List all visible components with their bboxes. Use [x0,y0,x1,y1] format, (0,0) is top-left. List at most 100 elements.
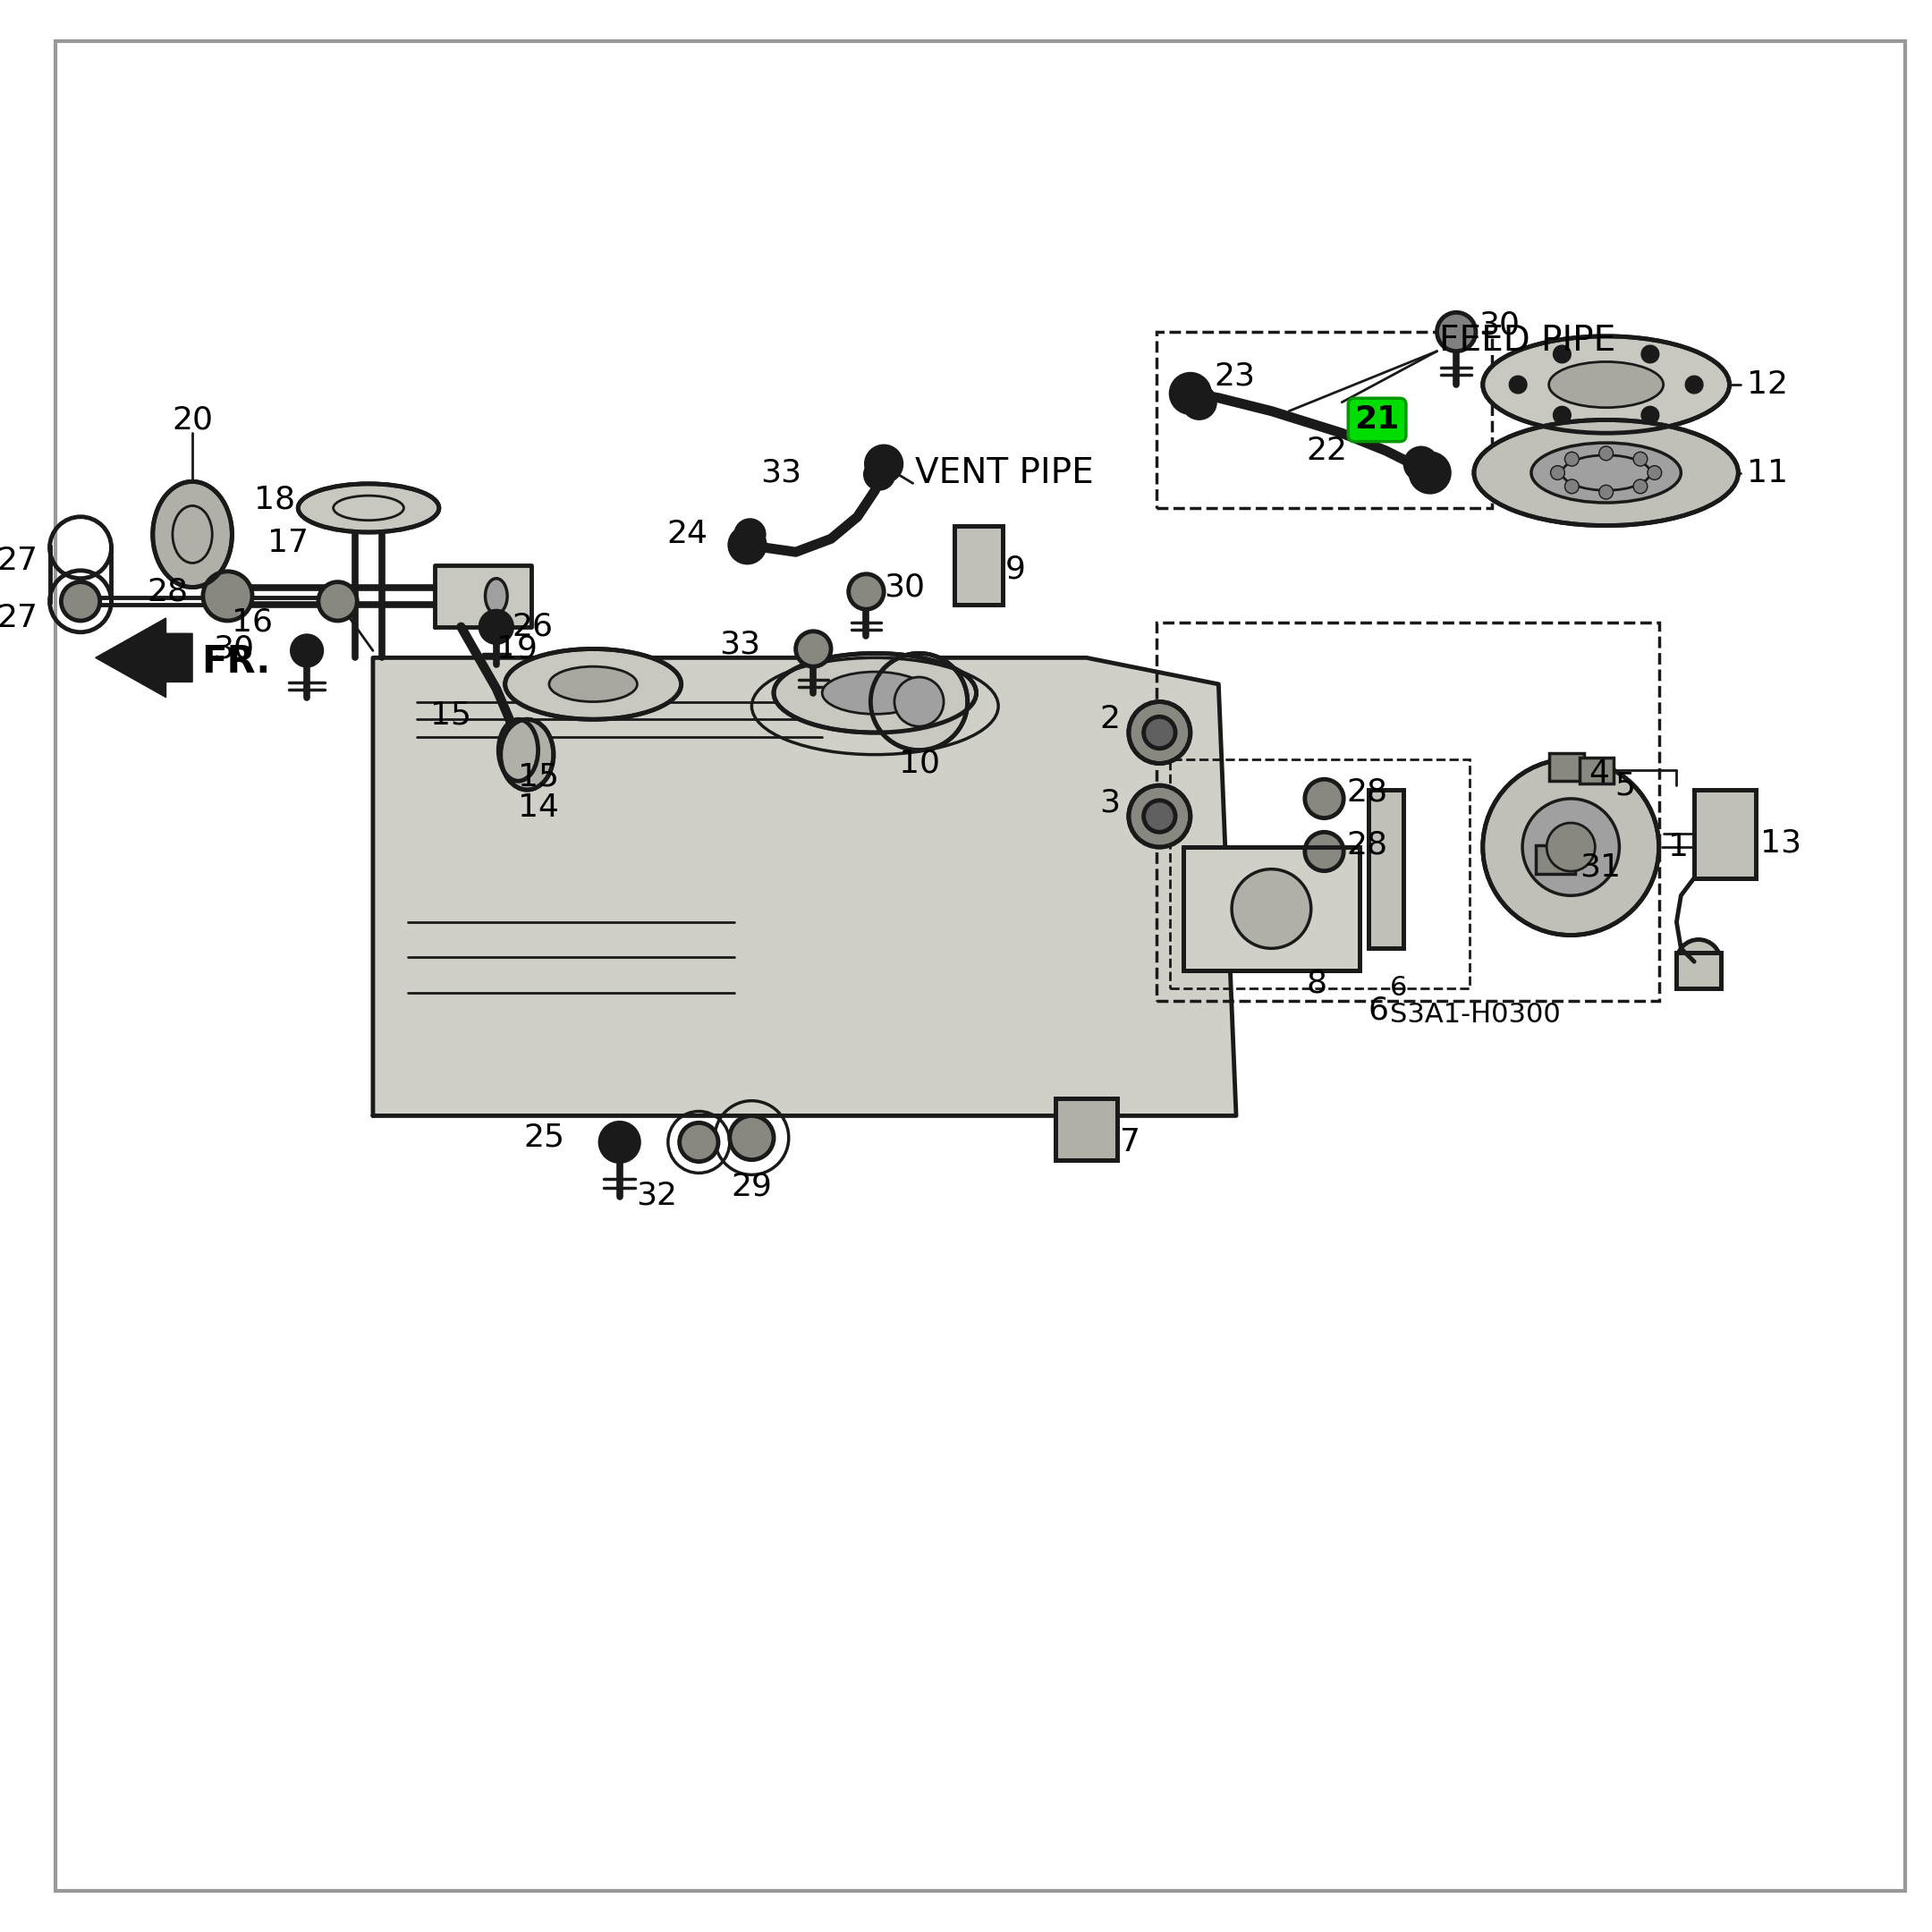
Text: 6: 6 [1368,995,1389,1026]
Text: 24: 24 [667,520,707,549]
Bar [1055,1097,1117,1159]
Ellipse shape [1482,759,1660,935]
Text: 10: 10 [898,748,939,779]
Circle shape [1144,800,1175,833]
Circle shape [62,582,100,620]
Text: 5: 5 [1615,771,1636,800]
Ellipse shape [1522,798,1619,896]
Circle shape [1551,466,1565,479]
Bar [1536,846,1575,873]
Ellipse shape [500,719,553,790]
Text: 15: 15 [431,699,471,730]
Text: 27: 27 [0,603,39,634]
Text: 11: 11 [1747,458,1789,489]
Text: 30: 30 [1478,309,1520,340]
Text: 8: 8 [1306,968,1327,999]
Bar [1694,790,1756,877]
Ellipse shape [823,672,927,715]
Circle shape [203,572,253,620]
Ellipse shape [1532,442,1681,502]
Bar [1368,790,1403,949]
Ellipse shape [1548,823,1596,871]
Circle shape [796,632,831,667]
Text: 2: 2 [1099,703,1121,734]
Ellipse shape [298,483,439,531]
Ellipse shape [485,578,508,614]
Text: 28: 28 [147,576,187,607]
Text: S3A1-H0300: S3A1-H0300 [1391,1001,1561,1028]
Circle shape [292,636,323,667]
Ellipse shape [1549,361,1663,408]
Circle shape [1685,377,1702,394]
Circle shape [1509,377,1526,394]
Bar [1580,757,1613,784]
Ellipse shape [1474,419,1739,526]
Bar [1157,622,1660,1001]
Circle shape [1600,446,1613,460]
Text: 27: 27 [0,545,39,576]
Circle shape [1600,485,1613,498]
Circle shape [481,611,512,643]
Circle shape [866,446,902,481]
Text: 21: 21 [1354,404,1399,435]
Text: 30: 30 [883,572,925,603]
Text: 26: 26 [512,612,553,641]
Bar [1055,1097,1117,1159]
Bar [1171,759,1470,987]
Text: 22: 22 [1306,435,1349,466]
Text: 29: 29 [730,1171,773,1202]
Bar [954,526,1003,605]
Circle shape [1642,346,1660,363]
Bar [1677,952,1721,987]
Circle shape [895,676,943,726]
Text: 7: 7 [1121,1126,1140,1157]
Circle shape [1182,386,1215,417]
Circle shape [1144,717,1175,748]
Circle shape [730,1117,773,1159]
Ellipse shape [504,649,682,719]
Text: 13: 13 [1760,827,1801,858]
Circle shape [1642,406,1660,423]
Text: 23: 23 [1213,361,1256,390]
Ellipse shape [498,719,539,781]
Text: 30: 30 [213,634,253,665]
Circle shape [1553,346,1571,363]
Text: 9: 9 [1005,554,1026,585]
Text: 14: 14 [518,792,560,823]
Circle shape [1553,406,1571,423]
Circle shape [1405,448,1437,479]
Bar [1182,846,1360,970]
Text: VENT PIPE: VENT PIPE [914,456,1094,489]
Circle shape [601,1122,639,1161]
FancyArrow shape [95,618,193,697]
Circle shape [1633,479,1648,493]
Circle shape [1633,452,1648,466]
Circle shape [736,520,763,549]
Text: 1: 1 [1667,833,1689,862]
Text: 15: 15 [518,761,560,792]
Circle shape [1304,779,1343,817]
Text: 3: 3 [1099,788,1121,819]
Bar [1694,790,1756,877]
Bar [1368,790,1403,949]
Text: 19: 19 [497,634,537,665]
Text: 32: 32 [636,1180,676,1209]
Text: 31: 31 [1580,852,1621,883]
Circle shape [680,1122,719,1161]
Polygon shape [373,657,1236,1117]
Bar [954,526,1003,605]
Circle shape [730,527,765,562]
Text: FR.: FR. [201,643,270,680]
Circle shape [1565,452,1578,466]
Circle shape [1304,833,1343,871]
Text: 18: 18 [253,483,296,514]
Circle shape [1128,701,1190,763]
Circle shape [848,574,883,609]
Text: 20: 20 [172,404,213,435]
Ellipse shape [773,653,976,732]
Text: 6: 6 [1391,976,1408,1001]
Ellipse shape [153,481,232,587]
Circle shape [871,653,968,750]
Circle shape [1437,313,1476,352]
Text: 33: 33 [761,458,802,489]
